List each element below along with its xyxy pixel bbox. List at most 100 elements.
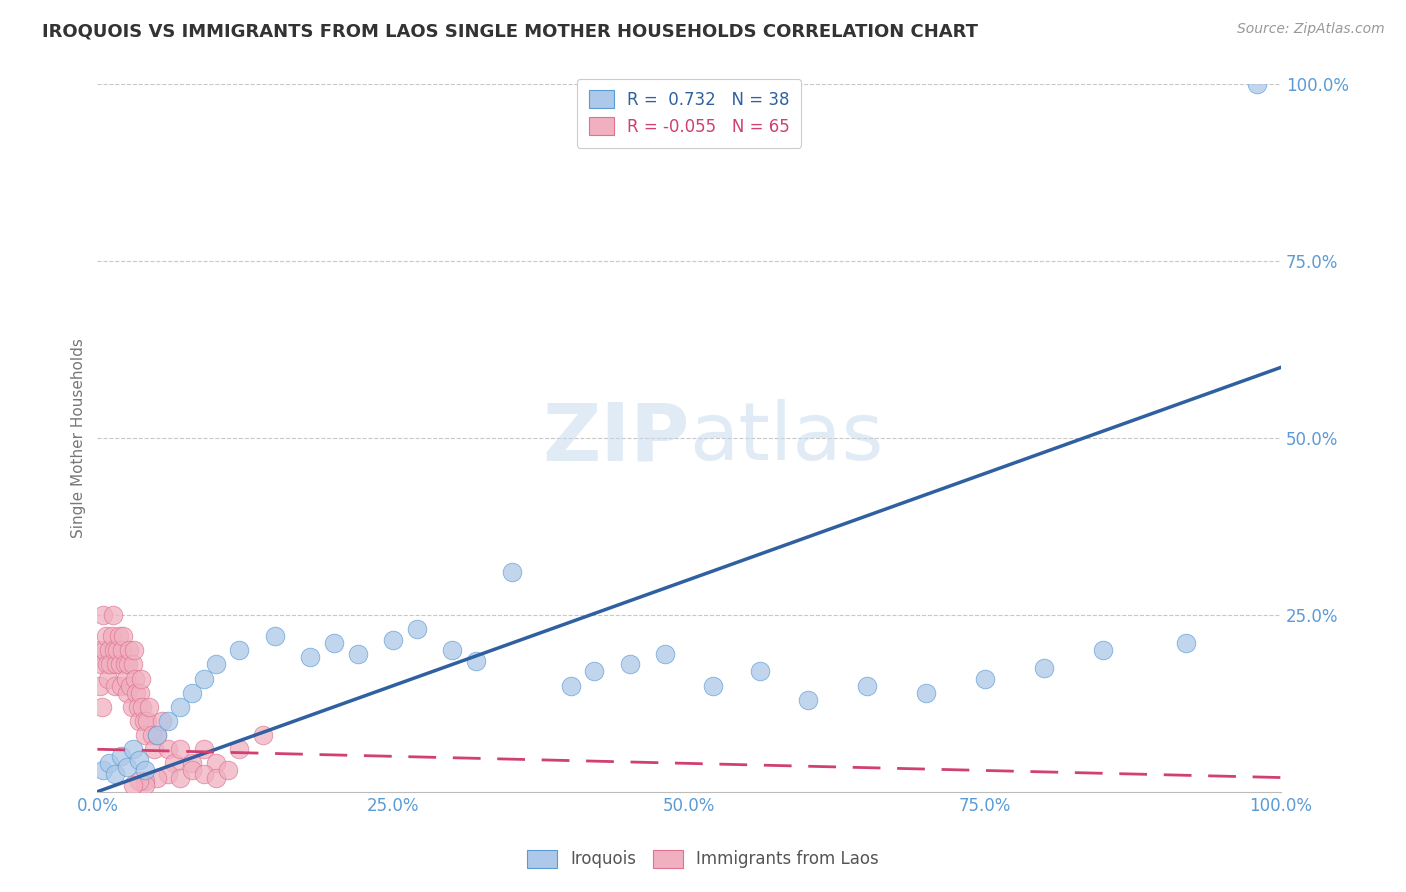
Point <box>128 714 150 728</box>
Point <box>104 679 127 693</box>
Point <box>110 749 132 764</box>
Point <box>181 764 204 778</box>
Point <box>118 643 141 657</box>
Point <box>654 647 676 661</box>
Point <box>136 714 159 728</box>
Point <box>193 767 215 781</box>
Point <box>121 742 143 756</box>
Point <box>110 679 132 693</box>
Point <box>501 566 523 580</box>
Point <box>114 672 136 686</box>
Point <box>134 778 156 792</box>
Point <box>134 764 156 778</box>
Point <box>107 629 129 643</box>
Point <box>346 647 368 661</box>
Text: IROQUOIS VS IMMIGRANTS FROM LAOS SINGLE MOTHER HOUSEHOLDS CORRELATION CHART: IROQUOIS VS IMMIGRANTS FROM LAOS SINGLE … <box>42 22 979 40</box>
Point <box>93 643 115 657</box>
Text: ZIP: ZIP <box>541 399 689 477</box>
Point <box>111 643 134 657</box>
Point <box>100 629 122 643</box>
Point <box>181 756 204 771</box>
Point <box>97 672 120 686</box>
Point <box>134 774 156 789</box>
Point <box>465 654 488 668</box>
Point <box>264 629 287 643</box>
Point <box>152 714 174 728</box>
Point <box>122 643 145 657</box>
Point <box>169 771 191 785</box>
Point <box>169 742 191 756</box>
Point <box>91 764 114 778</box>
Point <box>121 657 143 672</box>
Point <box>125 686 148 700</box>
Point <box>749 665 772 679</box>
Legend: Iroquois, Immigrants from Laos: Iroquois, Immigrants from Laos <box>519 841 887 877</box>
Point <box>96 657 118 672</box>
Point <box>193 742 215 756</box>
Point <box>163 756 186 771</box>
Point <box>94 629 117 643</box>
Point <box>323 636 346 650</box>
Point <box>98 657 121 672</box>
Point <box>145 771 167 785</box>
Point <box>134 728 156 742</box>
Point <box>145 728 167 742</box>
Point <box>141 728 163 742</box>
Point <box>252 728 274 742</box>
Point <box>204 657 226 672</box>
Point <box>121 699 143 714</box>
Point <box>90 657 112 672</box>
Point <box>193 672 215 686</box>
Point <box>619 657 641 672</box>
Point <box>105 657 128 672</box>
Point <box>121 778 143 792</box>
Point <box>132 714 155 728</box>
Point <box>128 753 150 767</box>
Point <box>974 672 997 686</box>
Point <box>1033 661 1056 675</box>
Point <box>115 760 138 774</box>
Point <box>128 774 150 789</box>
Point <box>103 643 125 657</box>
Point <box>441 643 464 657</box>
Point <box>89 679 111 693</box>
Point <box>129 686 152 700</box>
Point <box>702 679 724 693</box>
Point <box>117 657 139 672</box>
Point <box>101 607 124 622</box>
Point <box>157 742 180 756</box>
Point <box>131 699 153 714</box>
Point <box>1175 636 1198 650</box>
Point <box>169 699 191 714</box>
Point <box>127 699 149 714</box>
Point <box>120 679 142 693</box>
Point <box>124 672 146 686</box>
Point <box>112 629 135 643</box>
Point <box>129 672 152 686</box>
Point <box>145 728 167 742</box>
Point <box>181 686 204 700</box>
Point <box>560 679 582 693</box>
Point <box>796 692 818 706</box>
Text: Source: ZipAtlas.com: Source: ZipAtlas.com <box>1237 22 1385 37</box>
Point <box>228 643 250 657</box>
Point <box>406 622 429 636</box>
Point <box>115 686 138 700</box>
Point <box>157 714 180 728</box>
Point <box>108 657 131 672</box>
Point <box>204 771 226 785</box>
Point <box>138 699 160 714</box>
Point <box>91 699 114 714</box>
Point <box>204 756 226 771</box>
Point <box>228 742 250 756</box>
Point <box>583 665 606 679</box>
Point <box>299 650 322 665</box>
Point <box>855 679 877 693</box>
Point <box>1092 643 1115 657</box>
Legend: R =  0.732   N = 38, R = -0.055   N = 65: R = 0.732 N = 38, R = -0.055 N = 65 <box>576 78 801 148</box>
Point <box>91 607 114 622</box>
Point <box>217 764 239 778</box>
Y-axis label: Single Mother Households: Single Mother Households <box>72 338 86 538</box>
Point <box>382 632 405 647</box>
Point <box>104 767 127 781</box>
